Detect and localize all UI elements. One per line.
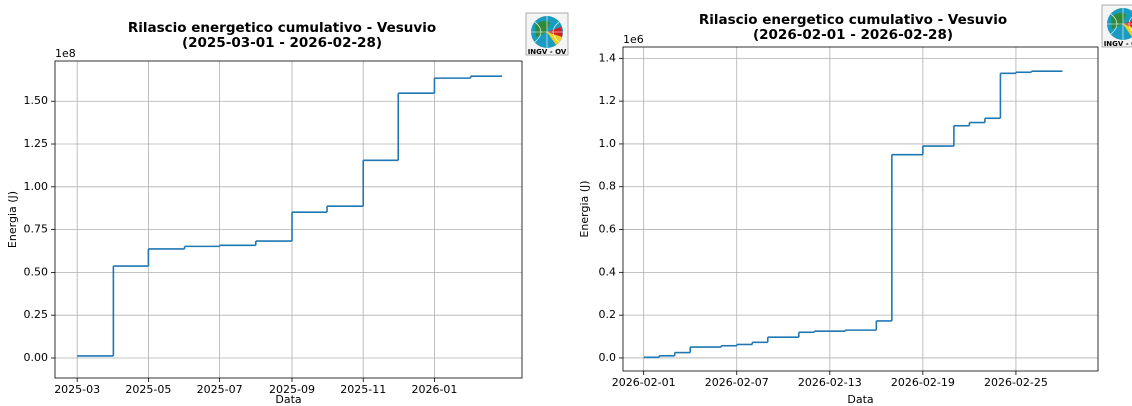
y-offset-label: 1e6: [623, 33, 644, 46]
chart-title: Rilascio energetico cumulativo - Vesuvio: [128, 20, 436, 36]
y-tick-label: 0.4: [599, 265, 617, 278]
chart-subtitle: (2026-02-01 - 2026-02-28): [753, 27, 953, 43]
y-tick-label: 1.00: [24, 180, 49, 193]
x-tick-label: 2026-01: [411, 383, 457, 396]
x-tick-label: 2026-02-07: [705, 376, 769, 389]
x-tick-label: 2026-02-25: [984, 376, 1048, 389]
y-tick-label: 1.25: [24, 137, 49, 150]
x-tick-label: 2025-09: [269, 383, 315, 396]
x-axis-label: Data: [275, 393, 301, 406]
y-tick-label: 0.25: [24, 308, 49, 321]
logo: INGV - OV: [1101, 4, 1132, 48]
plot-frame: [622, 46, 1099, 372]
logo-land: [535, 21, 550, 37]
chart-title: Rilascio energetico cumulativo - Vesuvio: [699, 12, 1007, 28]
chart-subtitle: (2025-03-01 - 2026-02-28): [182, 35, 382, 51]
logo-text: INGV - OV: [1104, 40, 1132, 48]
y-tick-label: 0.50: [24, 265, 49, 278]
logo-lines: [1107, 8, 1132, 40]
x-tick-label: 2026-02-13: [798, 376, 862, 389]
x-tick-label: 2025-11: [340, 383, 386, 396]
chart-panel: Rilascio energetico cumulativo - Vesuvio…: [6, 12, 569, 406]
y-tick-label: 1.50: [24, 94, 49, 107]
y-tick-label: 0.6: [599, 223, 617, 236]
x-axis-label: Data: [847, 393, 873, 406]
logo-text: INGV - OV: [528, 48, 567, 56]
logo-land: [1111, 13, 1126, 29]
y-axis-label: Energia (J): [6, 191, 19, 248]
y-tick-label: 1.4: [599, 51, 617, 64]
logo: INGV - OV: [525, 12, 569, 56]
x-tick-label: 2026-02-19: [891, 376, 955, 389]
y-tick-label: 0.2: [599, 308, 617, 321]
y-tick-label: 0.0: [599, 351, 617, 364]
logo-lines: [531, 16, 563, 48]
y-tick-label: 0.00: [24, 351, 49, 364]
y-offset-label: 1e8: [55, 47, 76, 60]
plot-frame: [54, 60, 523, 379]
y-tick-label: 0.8: [599, 180, 617, 193]
y-tick-label: 1.0: [599, 137, 617, 150]
chart-panel: Rilascio energetico cumulativo - Vesuvio…: [578, 4, 1132, 406]
x-tick-label: 2025-07: [197, 383, 243, 396]
y-tick-label: 1.2: [599, 94, 617, 107]
y-axis-label: Energia (J): [578, 180, 591, 237]
x-tick-label: 2025-05: [125, 383, 171, 396]
y-tick-label: 0.75: [24, 223, 49, 236]
x-tick-label: 2025-03: [54, 383, 100, 396]
x-tick-label: 2026-02-01: [612, 376, 676, 389]
